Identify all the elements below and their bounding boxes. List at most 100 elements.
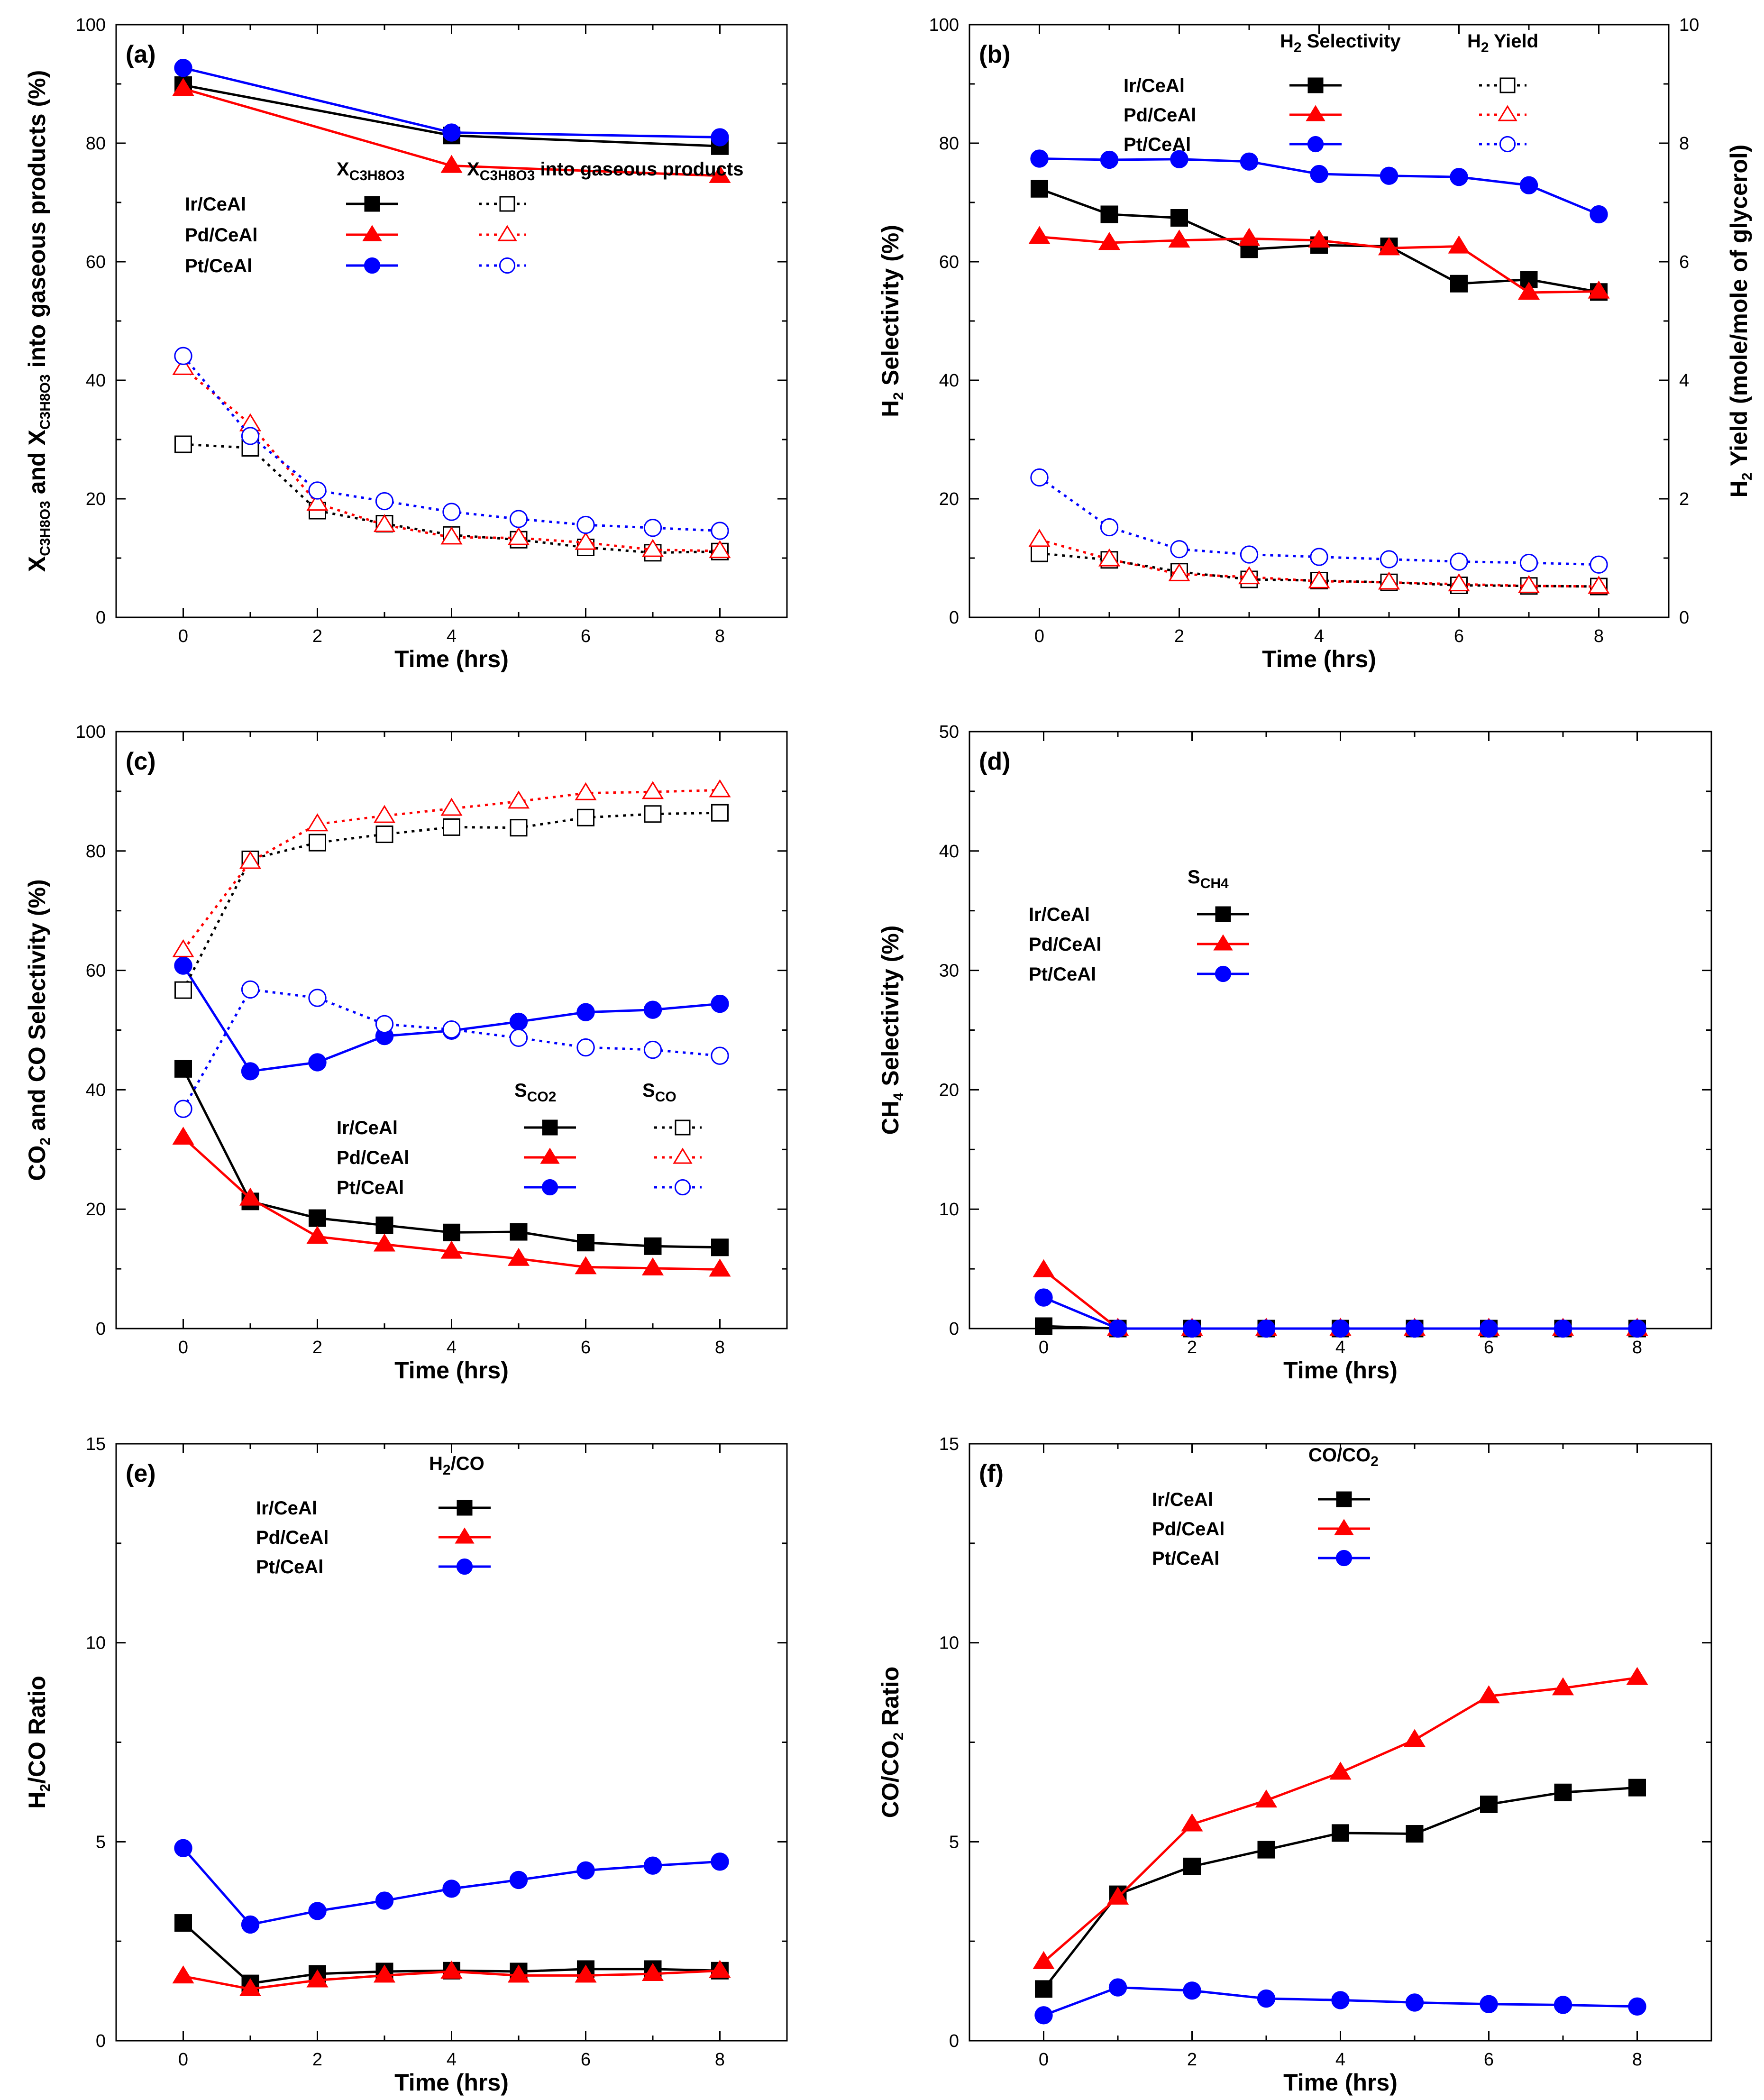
data-point [575, 782, 597, 800]
x-tick-label: 4 [447, 2050, 457, 2070]
data-point [440, 1961, 463, 1979]
data-point [1257, 1319, 1276, 1338]
data-point [509, 510, 528, 528]
data-point [1590, 555, 1608, 574]
data-point [576, 1003, 595, 1021]
data-point [440, 526, 463, 545]
data-point [440, 798, 463, 816]
x-tick-label: 6 [581, 2050, 591, 2070]
series-0 [174, 76, 729, 155]
data-point [1028, 529, 1051, 547]
data-point [1183, 1981, 1201, 2000]
data-point [1100, 205, 1118, 223]
data-point [507, 1964, 530, 1983]
data-point [440, 155, 463, 173]
legend-marker [457, 1500, 473, 1516]
series-5 [1030, 468, 1608, 574]
data-point [1628, 1319, 1646, 1338]
data-point [241, 1915, 260, 1934]
data-point [1108, 1319, 1127, 1338]
data-point [239, 1978, 262, 1996]
legend-label: Pd/CeAl [337, 1147, 409, 1168]
y-tick-label: 5 [96, 1832, 106, 1852]
data-point [709, 779, 731, 798]
data-point [1448, 573, 1470, 592]
panel-label: (f) [979, 1460, 1004, 1487]
legend-label: Ir/CeAl [337, 1118, 398, 1138]
x-tick-label: 2 [312, 1338, 322, 1357]
data-point [443, 1223, 460, 1241]
legend: XC3H8O3 XC3H8O3 into gaseous products Ir/C… [185, 159, 743, 276]
data-point [509, 1028, 528, 1047]
data-point [308, 1902, 327, 1920]
data-point [711, 994, 729, 1013]
data-point [576, 515, 595, 534]
legend-label: Pt/CeAl [1152, 1548, 1219, 1569]
data-point [1098, 232, 1121, 250]
data-point [711, 1046, 729, 1065]
legend-label: Ir/CeAl [1124, 75, 1185, 96]
legend-marker [542, 1119, 558, 1136]
panel-e: 0 2 4 6 8 0 5 10 15 (e) Time (hrs) H2/CO Ratio H2/CO… [24, 1434, 788, 2096]
data-point [1257, 1841, 1275, 1859]
data-point [711, 1852, 729, 1871]
data-point [575, 532, 597, 550]
legend-marker [499, 257, 516, 274]
data-point [1238, 228, 1261, 246]
x-tick-label: 8 [715, 626, 725, 646]
x-axis-label: Time (hrs) [394, 646, 509, 672]
x-tick-label: 6 [581, 626, 591, 646]
legend-marker [456, 1558, 473, 1575]
data-point [1028, 226, 1051, 244]
legend-marker [1307, 77, 1324, 93]
series-1 [1028, 226, 1610, 300]
data-point [1480, 1795, 1498, 1813]
legend: SCH4 Ir/CeAl Pd/CeAl Pt/CeAl [1029, 867, 1249, 985]
panel-d: 0 2 4 6 8 0 10 20 30 40 50 (d) Time (hrs) CH4 Selecti… [877, 722, 1712, 1384]
x-axis-label: Time (hrs) [394, 1357, 509, 1384]
panel-f: 0 2 4 6 8 0 5 10 15 (f) Time (hrs) CO/CO2 Ratio CO/C… [877, 1434, 1712, 2096]
legend-label: Ir/CeAl [256, 1498, 317, 1519]
series-line [182, 965, 720, 1073]
legend-marker [1334, 1519, 1354, 1535]
legend-header-open: XC3H8O3 into gaseous products [467, 159, 743, 183]
data-point [711, 804, 729, 822]
legend-header-solid: H2/CO [429, 1453, 484, 1478]
legend-label: Pt/CeAl [185, 256, 252, 276]
data-point [1331, 1319, 1350, 1338]
x-tick-label: 0 [1039, 1338, 1049, 1357]
data-point [1031, 544, 1048, 562]
data-point [641, 1257, 664, 1275]
data-point [510, 1223, 528, 1241]
data-point [1450, 552, 1468, 571]
legend-label: Pd/CeAl [1029, 934, 1101, 955]
legend-marker [362, 225, 382, 241]
data-point [309, 834, 326, 852]
data-point [1628, 1997, 1646, 2016]
data-point [1517, 575, 1540, 593]
data-point [576, 1038, 595, 1057]
y-axis-label: CO/CO2 Ratio [877, 1667, 906, 1818]
data-point [174, 435, 192, 453]
data-point [174, 956, 192, 975]
y-tick-label: 50 [939, 722, 959, 742]
series-4 [172, 357, 731, 559]
data-point [1100, 518, 1119, 537]
x-axis-label: Time (hrs) [1283, 1357, 1398, 1384]
series-line [1042, 1677, 1637, 1963]
data-point [1628, 1779, 1646, 1797]
x-tick-label: 4 [447, 626, 457, 646]
y-tick-label: 10 [939, 1633, 959, 1653]
y-tick-label: 10 [86, 1633, 106, 1653]
legend-label: Pt/CeAl [337, 1177, 404, 1198]
y-tick-label: 5 [949, 1832, 959, 1852]
data-point [643, 1856, 662, 1875]
data-point [308, 481, 327, 500]
series-1 [172, 1127, 731, 1277]
y-tick-label: 0 [96, 608, 106, 628]
data-point [1033, 1951, 1055, 1969]
data-point [709, 1960, 731, 1978]
data-point [1240, 152, 1259, 171]
data-point [1035, 1980, 1052, 1998]
